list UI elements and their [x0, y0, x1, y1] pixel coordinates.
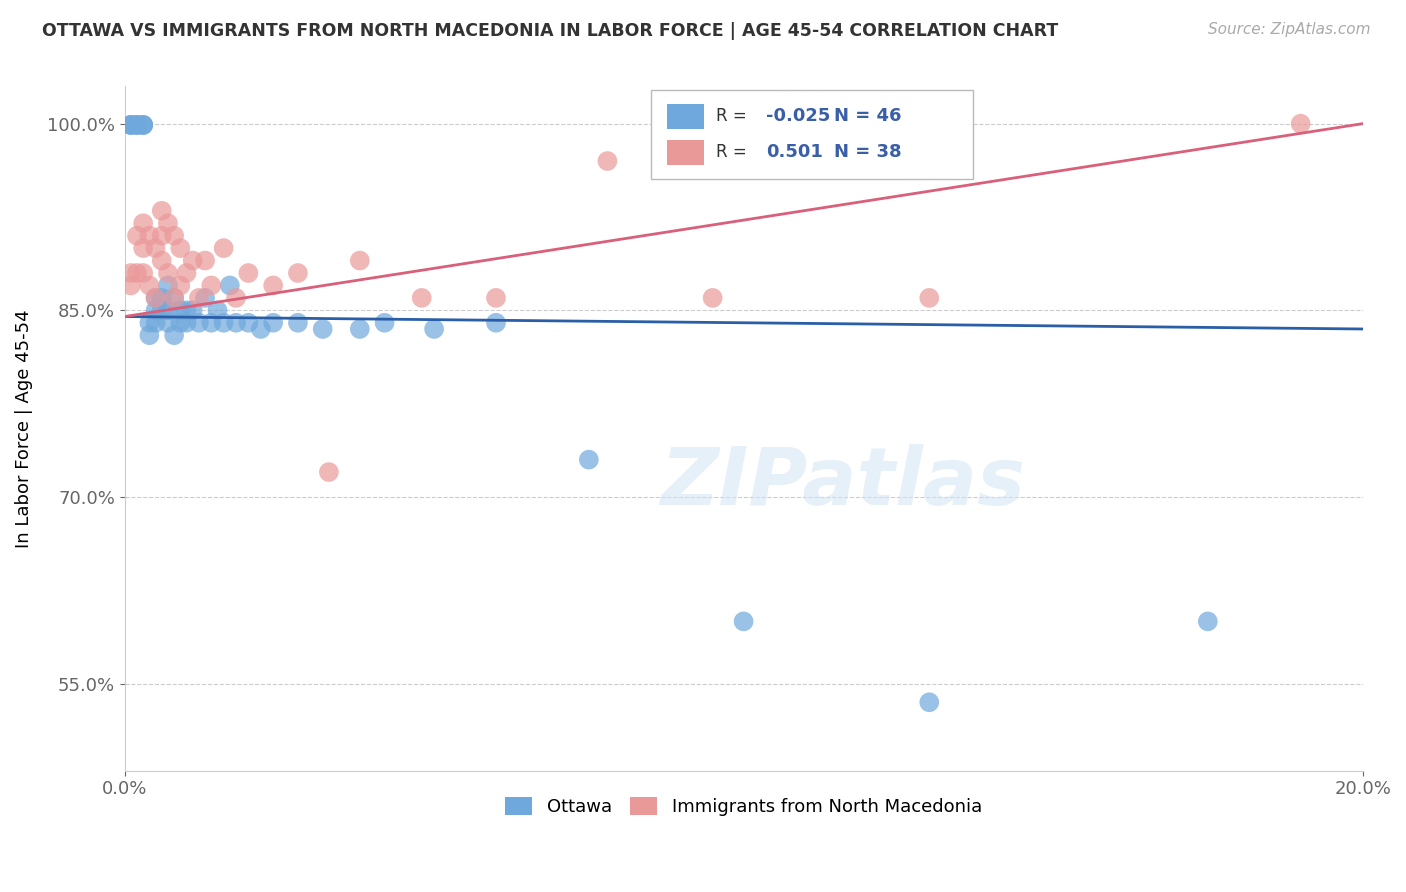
Point	[163, 291, 186, 305]
Point	[212, 316, 235, 330]
Point	[187, 316, 209, 330]
Point	[132, 266, 155, 280]
Point	[918, 695, 941, 709]
Text: -0.025: -0.025	[766, 107, 831, 125]
Point	[312, 322, 335, 336]
Legend: Ottawa, Immigrants from North Macedonia: Ottawa, Immigrants from North Macedonia	[498, 789, 988, 823]
Point	[163, 328, 186, 343]
Point	[181, 303, 204, 318]
Point	[194, 253, 217, 268]
Point	[132, 118, 155, 132]
Point	[176, 316, 198, 330]
Point	[156, 216, 179, 230]
Point	[150, 203, 173, 218]
Point	[318, 465, 340, 479]
Point	[1197, 615, 1219, 629]
Point	[163, 228, 186, 243]
Point	[120, 278, 142, 293]
Point	[423, 322, 446, 336]
Point	[485, 316, 508, 330]
Point	[218, 278, 240, 293]
Point	[349, 322, 371, 336]
Point	[578, 452, 600, 467]
Point	[145, 291, 167, 305]
Point	[169, 241, 191, 255]
Text: 0.501: 0.501	[766, 144, 823, 161]
Point	[125, 118, 148, 132]
Point	[181, 253, 204, 268]
Point	[125, 266, 148, 280]
Point	[138, 328, 160, 343]
Point	[132, 216, 155, 230]
Point	[156, 316, 179, 330]
Point	[132, 118, 155, 132]
Point	[238, 316, 260, 330]
Point	[225, 291, 247, 305]
Text: ZIPatlas: ZIPatlas	[661, 444, 1025, 523]
Point	[125, 118, 148, 132]
FancyBboxPatch shape	[666, 103, 704, 128]
Point	[287, 316, 309, 330]
Text: N = 46: N = 46	[834, 107, 901, 125]
Point	[349, 253, 371, 268]
Point	[120, 118, 142, 132]
Point	[120, 118, 142, 132]
Point	[169, 278, 191, 293]
Point	[194, 291, 217, 305]
Point	[156, 303, 179, 318]
Point	[145, 316, 167, 330]
Point	[125, 118, 148, 132]
Point	[138, 316, 160, 330]
Point	[918, 291, 941, 305]
Point	[212, 241, 235, 255]
Point	[187, 291, 209, 305]
Point	[485, 291, 508, 305]
Point	[138, 228, 160, 243]
Point	[145, 291, 167, 305]
Point	[374, 316, 396, 330]
Point	[145, 241, 167, 255]
Point	[120, 118, 142, 132]
Point	[411, 291, 433, 305]
Point	[702, 291, 724, 305]
Point	[150, 253, 173, 268]
Point	[156, 266, 179, 280]
Point	[150, 303, 173, 318]
Point	[207, 303, 229, 318]
FancyBboxPatch shape	[651, 90, 973, 178]
Point	[200, 316, 222, 330]
Point	[125, 228, 148, 243]
Point	[163, 291, 186, 305]
Point	[132, 241, 155, 255]
Point	[1289, 117, 1312, 131]
Text: OTTAWA VS IMMIGRANTS FROM NORTH MACEDONIA IN LABOR FORCE | AGE 45-54 CORRELATION: OTTAWA VS IMMIGRANTS FROM NORTH MACEDONI…	[42, 22, 1059, 40]
Point	[150, 228, 173, 243]
Point	[200, 278, 222, 293]
Point	[138, 278, 160, 293]
Point	[169, 316, 191, 330]
Point	[225, 316, 247, 330]
Point	[145, 303, 167, 318]
Point	[176, 266, 198, 280]
Point	[120, 266, 142, 280]
Point	[150, 291, 173, 305]
Point	[176, 303, 198, 318]
Point	[238, 266, 260, 280]
Point	[156, 278, 179, 293]
Text: N = 38: N = 38	[834, 144, 901, 161]
Text: Source: ZipAtlas.com: Source: ZipAtlas.com	[1208, 22, 1371, 37]
Point	[287, 266, 309, 280]
Point	[596, 154, 619, 169]
Y-axis label: In Labor Force | Age 45-54: In Labor Force | Age 45-54	[15, 310, 32, 548]
Point	[169, 303, 191, 318]
Point	[262, 316, 284, 330]
Point	[249, 322, 271, 336]
FancyBboxPatch shape	[666, 140, 704, 165]
Point	[132, 118, 155, 132]
Text: R =: R =	[716, 144, 752, 161]
Point	[733, 615, 755, 629]
Text: R =: R =	[716, 107, 752, 125]
Point	[262, 278, 284, 293]
